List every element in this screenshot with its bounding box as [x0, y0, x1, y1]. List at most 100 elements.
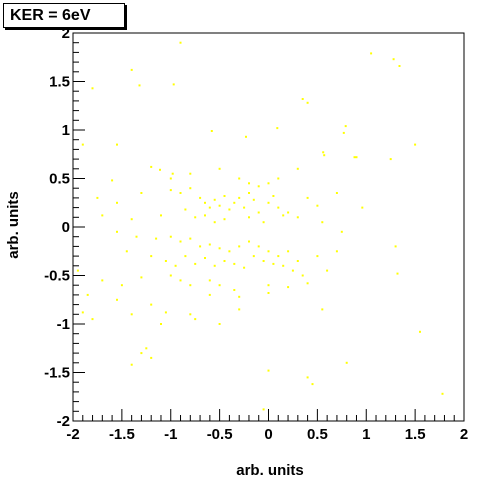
y-axis-title: arb. units	[5, 191, 22, 259]
data-point	[130, 313, 133, 316]
x-tick-label: -1.5	[109, 426, 135, 443]
data-point	[419, 330, 421, 333]
data-point	[116, 201, 118, 204]
data-point	[204, 214, 206, 217]
data-point	[296, 216, 299, 219]
data-point	[218, 167, 221, 170]
data-point	[335, 192, 338, 194]
data-point	[306, 282, 309, 285]
data-point	[238, 308, 241, 311]
x-tick-label: 0	[264, 426, 272, 443]
x-tick-label: 2	[460, 426, 468, 443]
data-point	[179, 192, 182, 194]
data-point	[276, 127, 279, 130]
data-point	[306, 196, 309, 199]
data-point	[316, 255, 319, 258]
data-point	[189, 172, 192, 175]
data-point	[145, 347, 148, 350]
data-point	[160, 323, 162, 325]
data-point	[228, 250, 231, 253]
data-point	[76, 269, 79, 272]
x-tick-label: 1	[362, 426, 370, 443]
data-point	[223, 260, 226, 262]
data-point	[218, 323, 221, 325]
data-point	[150, 303, 153, 306]
data-point	[392, 58, 395, 61]
points-layer	[76, 41, 444, 411]
data-point	[342, 131, 345, 134]
data-point	[204, 257, 206, 259]
data-point	[257, 211, 260, 214]
data-point	[160, 214, 162, 217]
data-point	[238, 196, 241, 199]
data-point	[130, 68, 133, 71]
data-point	[189, 284, 192, 287]
data-point	[248, 192, 250, 194]
data-point	[414, 143, 417, 146]
data-point	[218, 284, 221, 287]
data-point	[174, 264, 177, 267]
data-point	[101, 214, 104, 217]
data-point	[277, 177, 280, 180]
data-point	[155, 237, 158, 240]
y-tick-label: 2	[62, 25, 70, 42]
data-point	[394, 245, 397, 248]
data-point	[228, 208, 231, 211]
data-point	[208, 279, 211, 282]
data-point	[213, 198, 216, 201]
data-point	[223, 195, 226, 197]
x-tick-label: 0.5	[307, 426, 328, 443]
data-point	[179, 279, 182, 282]
data-point	[125, 250, 128, 253]
data-point	[194, 216, 197, 219]
data-point	[169, 177, 172, 180]
data-point	[252, 255, 255, 258]
data-point	[291, 269, 294, 272]
data-point	[248, 182, 250, 185]
data-point	[267, 182, 270, 185]
data-point	[321, 308, 324, 311]
ticks-layer	[72, 32, 465, 422]
data-point	[238, 177, 241, 180]
data-point	[194, 318, 197, 321]
y-tick-label: -1.5	[44, 365, 70, 382]
data-point	[150, 255, 153, 258]
data-point	[120, 284, 123, 287]
y-tick-label: 1.5	[49, 74, 70, 91]
data-point	[213, 264, 216, 267]
x-axis-title: arb. units	[236, 462, 304, 479]
plot-frame	[72, 32, 465, 422]
data-point	[189, 187, 192, 190]
data-point	[245, 135, 247, 138]
data-point	[130, 363, 133, 366]
data-point	[248, 216, 250, 219]
data-point	[169, 235, 172, 238]
data-point	[262, 221, 265, 224]
data-point	[316, 204, 319, 207]
data-point	[321, 221, 324, 224]
data-point	[272, 195, 275, 197]
data-point	[277, 255, 280, 258]
data-point	[218, 247, 221, 250]
data-point	[169, 189, 172, 192]
tick-labels-layer: -2 -1.5 -1 -0.5 0 0.5 1 1.5 2 -2 -1.5 -1 -0.5 0 0.5 1 1.…	[44, 25, 468, 443]
data-point	[326, 269, 329, 272]
data-point	[296, 260, 299, 262]
data-point	[164, 260, 167, 262]
data-point	[296, 167, 299, 170]
data-point	[213, 221, 216, 224]
data-point	[345, 361, 348, 364]
x-tick-label: -1	[164, 426, 177, 443]
data-point	[277, 206, 280, 209]
data-point	[311, 383, 314, 386]
data-point	[398, 65, 401, 67]
y-tick-label: -2	[57, 413, 70, 430]
data-point	[441, 392, 444, 395]
data-point	[243, 206, 246, 209]
data-point	[135, 235, 138, 238]
data-point	[344, 125, 347, 128]
x-tick-label: -2	[66, 426, 79, 443]
data-point	[189, 237, 192, 240]
data-point	[150, 356, 153, 359]
data-point	[257, 245, 260, 248]
